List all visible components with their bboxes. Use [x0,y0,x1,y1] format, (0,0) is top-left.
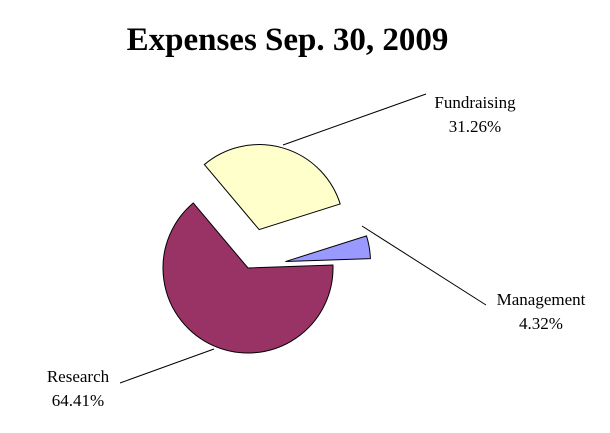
slice-name: Management [497,290,586,309]
chart-title: Expenses Sep. 30, 2009 [126,22,449,58]
slice-percent: 4.32% [519,314,563,333]
slice-label-fundraising: Fundraising 31.26% [434,93,516,136]
slice-label-research: Research 64.41% [47,367,110,410]
slice-percent: 31.26% [449,117,501,136]
slice-percent: 64.41% [52,391,104,410]
pie-slice-research [162,202,334,354]
slice-name: Research [47,367,110,386]
leader-line-management [361,225,487,306]
slice-label-management: Management 4.32% [497,290,586,333]
slice-name: Fundraising [434,93,516,112]
leader-line-research [119,348,215,384]
pie-slice-management [285,235,371,263]
pie-slice-fundraising [203,144,341,231]
leader-line-fundraising [282,93,427,146]
